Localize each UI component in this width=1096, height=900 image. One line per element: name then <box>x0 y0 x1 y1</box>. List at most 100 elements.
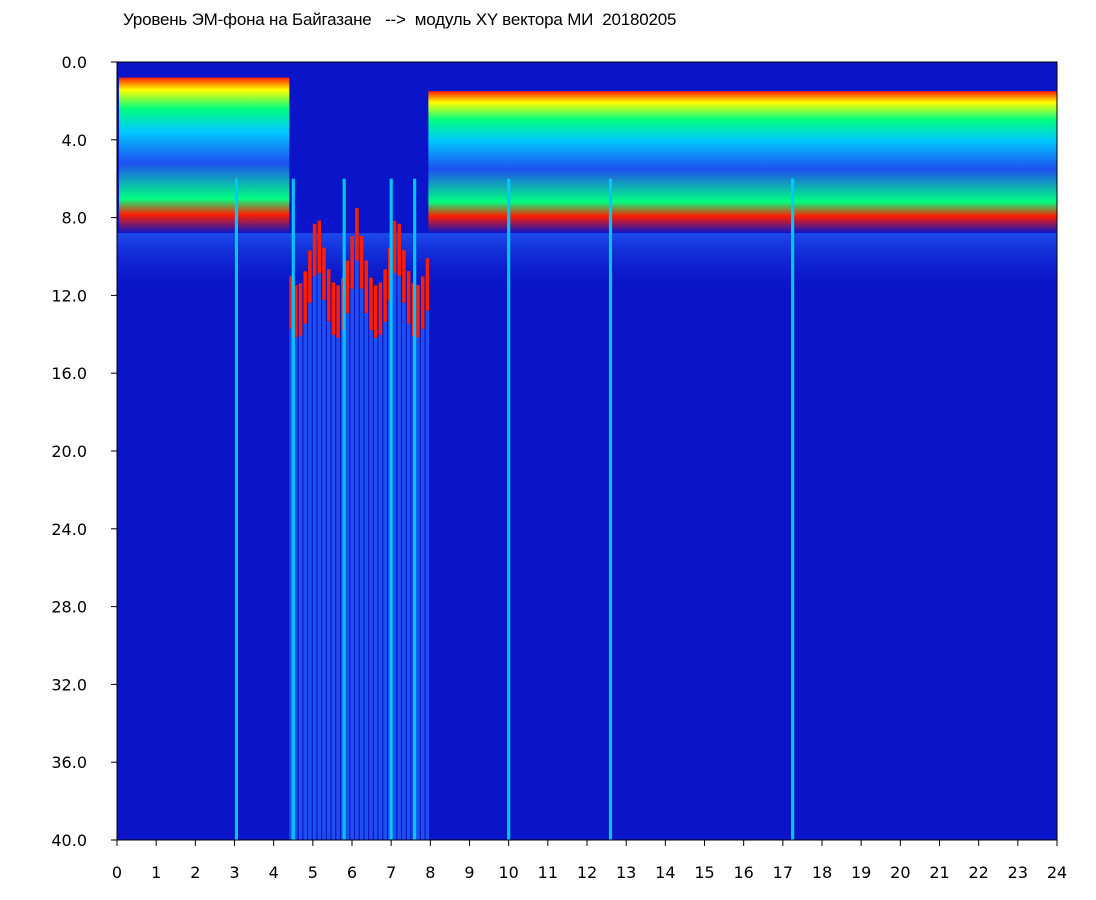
y-tick-label: 36.0 <box>51 753 87 772</box>
bright-line <box>413 178 417 840</box>
activity-streak <box>336 285 340 338</box>
activity-streak <box>326 269 331 322</box>
y-tick-label: 12.0 <box>51 286 87 305</box>
y-tick-label: 40.0 <box>51 831 87 850</box>
x-tick-label: 13 <box>616 863 636 882</box>
x-tick-label: 19 <box>851 863 871 882</box>
activity-streak <box>383 321 387 841</box>
activity-streak <box>331 282 336 335</box>
x-tick-label: 6 <box>347 863 357 882</box>
bright-line <box>608 178 613 840</box>
bright-line <box>507 178 511 840</box>
activity-streak <box>317 273 322 840</box>
activity-streak <box>425 258 430 311</box>
activity-band <box>118 77 290 234</box>
x-tick-label: 8 <box>425 863 435 882</box>
activity-streak <box>392 273 397 840</box>
bright-line <box>291 178 295 840</box>
activity-streak <box>317 220 322 274</box>
y-tick-label: 4.0 <box>62 131 87 150</box>
x-tick-label: 18 <box>812 863 832 882</box>
y-tick-label: 20.0 <box>51 442 87 461</box>
axes: 0 1 2 3 4 5 6 7 8 9 10 11 12 13 14 15 16 17 18 19 20 21 22 23 24… <box>51 53 1067 882</box>
x-tick-label: 1 <box>151 863 161 882</box>
bright-line <box>342 178 346 840</box>
y-tick-label: 24.0 <box>51 520 87 539</box>
activity-streak <box>289 328 293 840</box>
activity-streak <box>364 260 369 313</box>
activity-streak <box>345 260 350 314</box>
x-tick-label: 0 <box>112 863 122 882</box>
x-tick-label: 16 <box>733 863 753 882</box>
y-tick-label: 16.0 <box>51 364 87 383</box>
activity-streak <box>397 276 401 841</box>
x-tick-label: 2 <box>190 863 200 882</box>
activity-streak <box>355 260 359 840</box>
activity-streak <box>402 250 406 303</box>
x-tick-label: 14 <box>655 863 675 882</box>
activity-streak <box>350 236 354 289</box>
activity-streak <box>406 323 411 840</box>
activity-streak <box>378 282 383 335</box>
activity-streak <box>392 220 397 274</box>
activity-streak <box>303 323 307 840</box>
activity-streak <box>303 271 307 324</box>
x-tick-label: 11 <box>538 863 558 882</box>
chart-title: Уровень ЭМ-фона на Байгазане --> модуль … <box>123 10 677 29</box>
x-tick-label: 24 <box>1047 863 1067 882</box>
activity-streak <box>402 302 406 840</box>
activity-streak <box>373 285 378 338</box>
x-tick-label: 21 <box>929 863 949 882</box>
y-tick-label: 32.0 <box>51 675 87 694</box>
x-tick-label: 5 <box>308 863 318 882</box>
activity-streak <box>406 271 411 324</box>
bright-line <box>791 178 795 840</box>
activity-streak <box>298 335 303 840</box>
activity-streak <box>373 337 378 840</box>
activity-streak <box>312 223 317 277</box>
activity-streak <box>369 330 373 840</box>
activity-streak <box>308 250 312 304</box>
activity-streak <box>369 277 373 331</box>
activity-streak <box>397 223 401 277</box>
bright-line <box>389 178 393 840</box>
activity-streak <box>416 285 420 338</box>
x-tick-label: 17 <box>773 863 793 882</box>
activity-streak <box>294 285 298 338</box>
activity-streak <box>420 276 425 329</box>
x-tick-label: 3 <box>229 863 239 882</box>
activity-band <box>428 91 1057 234</box>
activity-streak <box>345 313 350 841</box>
activity-streak <box>420 328 425 840</box>
activity-streak <box>336 337 340 840</box>
x-tick-label: 7 <box>386 863 396 882</box>
activity-streak <box>289 276 293 329</box>
bright-line <box>234 178 239 840</box>
y-tick-label: 8.0 <box>62 209 87 228</box>
activity-streak <box>322 247 326 301</box>
activity-streak <box>331 334 336 840</box>
activity-streak <box>326 321 331 841</box>
x-tick-label: 20 <box>890 863 910 882</box>
activity-streak <box>364 312 369 840</box>
activity-streak <box>350 288 354 840</box>
x-tick-label: 9 <box>464 863 474 882</box>
activity-streak <box>308 303 312 840</box>
y-tick-label: 0.0 <box>62 53 87 72</box>
activity-streak <box>416 337 420 840</box>
activity-streak <box>425 310 430 840</box>
activity-streak <box>355 207 359 261</box>
activity-streak <box>378 334 383 840</box>
activity-streak <box>322 300 326 840</box>
x-tick-label: 12 <box>577 863 597 882</box>
activity-streak <box>359 288 364 840</box>
plot-area <box>117 62 1057 841</box>
x-tick-label: 23 <box>1008 863 1028 882</box>
activity-streak <box>359 236 364 289</box>
y-tick-label: 28.0 <box>51 598 87 617</box>
activity-streak <box>383 269 387 322</box>
x-tick-label: 22 <box>968 863 988 882</box>
x-tick-label: 15 <box>694 863 714 882</box>
activity-streak <box>312 276 317 841</box>
